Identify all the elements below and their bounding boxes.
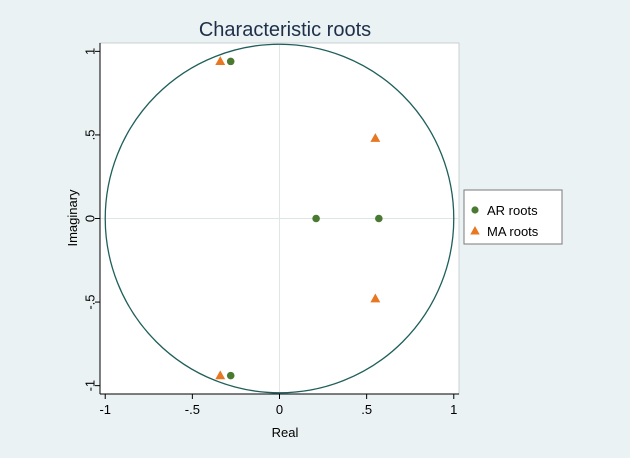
legend-ma-roots-marker xyxy=(470,226,480,235)
x-axis-title: Real xyxy=(272,425,299,440)
legend-ar-roots-marker xyxy=(471,206,479,214)
ar-root-marker xyxy=(375,214,383,223)
unit-circle xyxy=(104,43,455,394)
x-tick-label: -.5 xyxy=(185,402,200,417)
legend-ar-roots-label: AR roots xyxy=(487,203,538,218)
y-tick-label: .5 xyxy=(83,130,98,141)
grid-lines xyxy=(100,43,459,394)
ar-root-marker xyxy=(226,371,235,380)
y-tick-label: 0 xyxy=(83,215,98,222)
y-axis-title: Imaginary xyxy=(65,189,80,247)
y-tick-label: -1 xyxy=(83,380,98,392)
x-tick-label: 1 xyxy=(450,402,457,417)
axes: -1 -.5 0 .5 1 -1 -.5 0 .5 1 xyxy=(83,43,459,417)
x-tick-label: -1 xyxy=(99,402,111,417)
chart-title: Characteristic roots xyxy=(199,19,371,41)
x-tick-label: .5 xyxy=(361,402,372,417)
ar-root-marker xyxy=(312,214,320,223)
y-tick-label: -.5 xyxy=(83,294,98,309)
ar-root-marker xyxy=(226,57,235,66)
x-tick-label: 0 xyxy=(276,402,283,417)
ma-root-marker xyxy=(215,56,226,66)
legend-ma-roots-label: MA roots xyxy=(487,224,539,239)
legend-box xyxy=(463,189,563,245)
data-points xyxy=(215,56,383,380)
ma-root-marker xyxy=(370,293,381,303)
legend: AR roots MA roots xyxy=(463,189,563,245)
ma-root-marker xyxy=(370,133,381,142)
ma-root-marker xyxy=(215,370,226,380)
y-tick-label: 1 xyxy=(83,48,98,55)
